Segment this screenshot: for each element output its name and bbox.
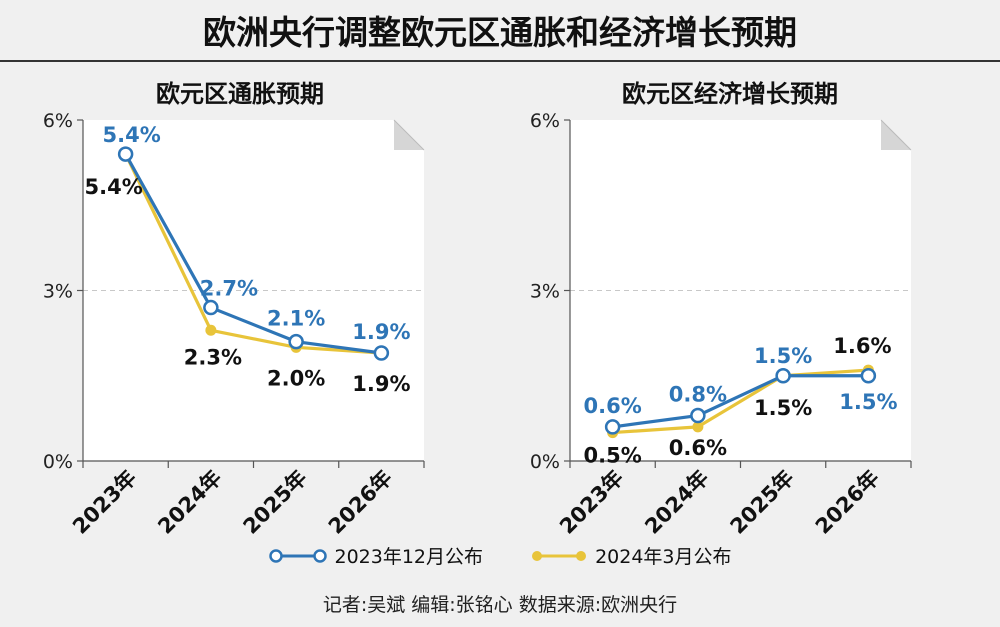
- x-tick-label: 2024年: [640, 466, 713, 539]
- data-label-blue: 0.6%: [584, 394, 642, 418]
- legend-label-mar2024: 2024年3月公布: [595, 546, 732, 568]
- y-tick-label: 3%: [43, 281, 73, 303]
- chart-panel-1: 0% 3% 6% 2023年 2024年 2025年 2026年 0.6% 0.8% 1.5% 1.…: [530, 110, 912, 539]
- legend-swatch-blue: [269, 548, 328, 563]
- plot-background: [83, 120, 424, 461]
- data-label-blue: 1.5%: [754, 344, 812, 368]
- x-tick-label: 2026年: [811, 466, 884, 539]
- data-point-blue: [117, 146, 134, 162]
- data-label-blue: 5.4%: [103, 123, 161, 147]
- legend-item-mar2024: 2024年3月公布: [529, 542, 732, 569]
- legend-label-dec2023: 2023年12月公布: [334, 546, 484, 568]
- data-label-black: 0.6%: [669, 436, 727, 460]
- y-tick-label: 6%: [43, 110, 73, 132]
- data-label-black: 1.9%: [352, 372, 410, 396]
- growth-chart-title: 欧元区经济增长预期: [622, 80, 838, 108]
- series-line-1: [612, 368, 869, 435]
- x-tick-label: 2025年: [239, 466, 312, 539]
- data-label-black: 2.0%: [267, 366, 325, 390]
- data-label-blue: 0.8%: [669, 383, 727, 407]
- x-tick-label: 2024年: [153, 466, 226, 539]
- legend-swatch-yellow: [532, 550, 587, 561]
- data-label-black: 0.5%: [584, 444, 642, 468]
- inflation-chart-title: 欧元区通胀预期: [156, 80, 324, 108]
- data-point-blue: [373, 345, 390, 361]
- data-label-black: 1.5%: [754, 396, 812, 420]
- data-point-blue: [690, 407, 706, 424]
- x-tick-label: 2023年: [68, 466, 141, 539]
- x-tick-label: 2026年: [324, 466, 397, 539]
- data-point-yellow: [205, 324, 217, 336]
- data-label-blue: 1.5%: [839, 390, 897, 414]
- series-line-1: [124, 153, 382, 355]
- chart-panel-0: 0% 3% 6% 2023年 2024年 2025年 2026年 5.4% 2.7% 2.1% 1.…: [43, 110, 425, 539]
- legend: 2023年12月公布 2024年3月公布: [0, 542, 1000, 572]
- folded-corner-edge: [393, 119, 425, 151]
- data-point-blue: [604, 419, 621, 435]
- x-tick-label: 2023年: [555, 466, 628, 539]
- data-point-blue: [775, 368, 791, 384]
- y-tick-label: 0%: [530, 451, 560, 473]
- data-point-blue: [288, 333, 304, 350]
- data-label-blue: 2.1%: [267, 307, 325, 331]
- data-label-blue: 2.7%: [200, 277, 258, 301]
- data-label-black: 1.6%: [833, 334, 891, 358]
- y-tick-label: 0%: [43, 451, 73, 473]
- data-label-black: 5.4%: [85, 175, 143, 199]
- title-divider: [0, 60, 1000, 62]
- data-point-yellow: [692, 421, 704, 433]
- y-tick-label: 6%: [530, 110, 560, 132]
- legend-item-dec2023: 2023年12月公布: [268, 542, 483, 569]
- data-label-black: 2.3%: [184, 345, 242, 369]
- data-point-blue: [203, 299, 219, 316]
- series-line-0: [124, 153, 382, 355]
- series-line-0: [612, 374, 869, 429]
- credits-line: 记者:吴斌 编辑:张铭心 数据来源:欧洲央行: [322, 594, 678, 616]
- data-label-blue: 1.9%: [352, 320, 410, 344]
- y-tick-label: 3%: [530, 281, 560, 303]
- folded-corner-edge: [880, 119, 912, 151]
- x-tick-label: 2025年: [726, 466, 799, 539]
- data-point-blue: [860, 368, 877, 384]
- page-title: 欧洲央行调整欧元区通胀和经济增长预期: [203, 13, 797, 52]
